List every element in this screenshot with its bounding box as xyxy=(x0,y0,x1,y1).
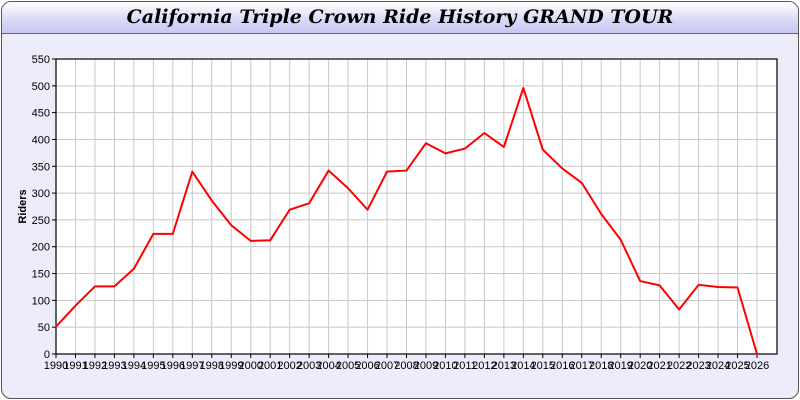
x-tick-label: 1992 xyxy=(83,360,107,372)
x-tick-label: 1995 xyxy=(141,360,165,372)
data-point xyxy=(366,208,369,211)
data-point xyxy=(347,187,349,190)
x-tick-label: 2020 xyxy=(628,360,652,372)
plot-border xyxy=(55,58,778,355)
data-point xyxy=(405,169,408,172)
x-tick-label: 2024 xyxy=(706,360,730,372)
x-tick-label: 2018 xyxy=(589,360,613,372)
data-point xyxy=(230,224,233,227)
x-tick-label: 2009 xyxy=(414,360,438,372)
data-point xyxy=(736,286,739,289)
x-tick-label: 2014 xyxy=(511,360,535,372)
y-tick-label: 200 xyxy=(32,242,50,254)
x-tick-label: 2004 xyxy=(316,360,340,372)
data-point xyxy=(619,238,622,241)
x-tick-label: 2023 xyxy=(686,360,710,372)
x-tick-label: 2022 xyxy=(667,360,691,372)
y-tick-label: 500 xyxy=(32,81,50,93)
y-tick-label: 150 xyxy=(32,269,50,281)
data-point xyxy=(288,208,291,211)
x-tick-label: 2016 xyxy=(550,360,574,372)
y-tick-label: 300 xyxy=(32,188,50,200)
y-tick-label: 250 xyxy=(32,215,50,227)
data-point xyxy=(561,167,564,170)
data-point xyxy=(191,170,194,173)
x-tick-label: 2017 xyxy=(570,360,594,372)
x-tick-label: 1993 xyxy=(102,360,126,372)
x-tick-label: 2025 xyxy=(725,360,749,372)
data-point xyxy=(639,280,641,282)
data-point xyxy=(483,132,486,134)
y-tick-label: 0 xyxy=(44,349,50,361)
data-point xyxy=(269,239,271,242)
data-point xyxy=(717,286,719,288)
title-bar: California Triple Crown Ride History GRA… xyxy=(2,2,798,34)
x-tick-label: 1996 xyxy=(161,360,185,372)
x-tick-label: 1991 xyxy=(63,360,87,372)
x-tick-label: 2013 xyxy=(492,360,516,372)
data-point xyxy=(172,233,174,235)
data-point xyxy=(580,182,583,184)
data-point xyxy=(600,213,603,215)
data-point xyxy=(55,325,57,328)
y-tick-label: 50 xyxy=(38,322,50,334)
data-point xyxy=(522,87,525,89)
x-tick-label: 2007 xyxy=(375,360,399,372)
y-tick-label: 400 xyxy=(32,134,50,146)
data-point xyxy=(542,148,544,151)
y-tick-label: 350 xyxy=(32,161,50,173)
data-point xyxy=(444,152,447,155)
x-tick-label: 2010 xyxy=(433,360,457,372)
x-tick-label: 1999 xyxy=(219,360,243,372)
x-tick-label: 2000 xyxy=(238,360,262,372)
x-tick-label: 2005 xyxy=(336,360,360,372)
plot-area xyxy=(56,59,777,354)
data-point xyxy=(425,142,427,145)
data-point xyxy=(152,233,155,235)
y-tick-label: 550 xyxy=(32,54,50,66)
data-point xyxy=(327,169,330,172)
x-tick-label: 1990 xyxy=(44,360,68,372)
y-tick-label: 100 xyxy=(32,295,50,307)
data-point xyxy=(210,199,213,202)
data-point xyxy=(503,146,505,148)
data-point xyxy=(658,284,661,287)
x-tick-label: 1997 xyxy=(180,360,204,372)
x-tick-label: 2012 xyxy=(472,360,496,372)
data-point xyxy=(133,267,135,270)
y-tick-label: 450 xyxy=(32,108,50,120)
y-axis-label: Riders xyxy=(17,189,29,223)
data-point xyxy=(697,284,700,286)
data-point xyxy=(113,285,116,288)
data-point xyxy=(756,353,758,355)
data-point xyxy=(464,147,466,150)
x-tick-label: 1994 xyxy=(122,360,146,372)
data-point xyxy=(74,304,77,307)
x-tick-label: 2021 xyxy=(647,360,671,372)
x-tick-label: 2026 xyxy=(745,360,769,372)
data-point xyxy=(249,240,252,242)
x-tick-label: 2008 xyxy=(394,360,418,372)
x-tick-label: 2015 xyxy=(531,360,555,372)
x-tick-label: 2011 xyxy=(453,360,477,372)
x-tick-label: 2002 xyxy=(277,360,301,372)
data-point xyxy=(386,170,388,173)
x-tick-label: 2003 xyxy=(297,360,321,372)
x-tick-label: 2019 xyxy=(608,360,632,372)
x-tick-label: 2006 xyxy=(355,360,379,372)
data-point xyxy=(678,308,680,311)
chart-title: California Triple Crown Ride History GRA… xyxy=(126,6,674,28)
x-tick-label: 1998 xyxy=(200,360,224,372)
data-point xyxy=(308,202,310,205)
data-point xyxy=(94,285,96,288)
x-tick-label: 2001 xyxy=(258,360,282,372)
